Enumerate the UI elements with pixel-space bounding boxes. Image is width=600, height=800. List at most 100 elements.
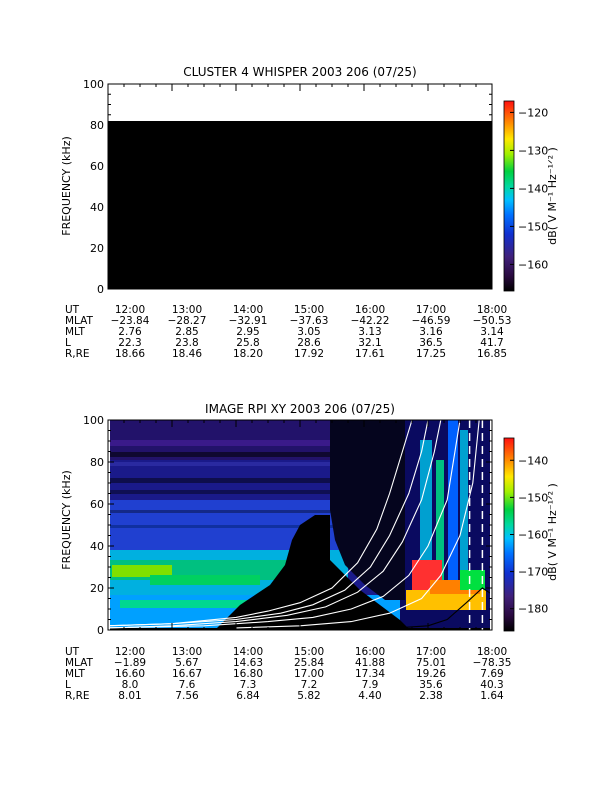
ephemeris-cell: 5.67 [175, 657, 198, 669]
ephemeris-cell: 18:00 [477, 646, 507, 658]
ephemeris-cell: 41.7 [480, 337, 503, 349]
y-tick-label: 100 [83, 414, 104, 427]
ephemeris-cell: 17.92 [294, 348, 324, 360]
y-tick-label: 40 [90, 540, 104, 553]
y-tick-label: 80 [90, 119, 104, 132]
ephemeris-cell: 2.76 [118, 326, 142, 338]
ephemeris-cell: 18.20 [233, 348, 263, 360]
ephemeris-cell: 23.8 [175, 337, 198, 349]
ephemeris-cell: 75.01 [416, 657, 446, 669]
ephemeris-cell: 17.34 [355, 668, 385, 680]
overlay-curve [331, 587, 490, 630]
ephemeris-cell: 3.13 [358, 326, 381, 338]
panel2-x-ticks [107, 420, 493, 630]
ephemeris-cell: 36.5 [419, 337, 442, 349]
ephemeris-cell: 25.8 [236, 337, 259, 349]
ephemeris-row-label: L [65, 679, 71, 691]
ephemeris-cell: 16:00 [355, 646, 385, 658]
panel2-spectrogram [110, 420, 490, 630]
colorbar-tick-label: −170 [518, 566, 548, 579]
panel2-ylabel: FREQUENCY (kHz) [60, 470, 73, 570]
colorbar-tick-label: −150 [518, 491, 548, 504]
ephemeris-cell: 14:00 [233, 304, 263, 316]
ephemeris-row-label: MLT [65, 668, 85, 680]
ephemeris-cell: 6.84 [236, 690, 260, 702]
overlay-curve [110, 420, 413, 627]
y-tick-label: 20 [90, 242, 104, 255]
ephemeris-cell: 22.3 [118, 337, 141, 349]
ephemeris-cell: 7.3 [240, 679, 257, 691]
ephemeris-cell: −23.84 [111, 315, 150, 327]
ephemeris-cell: 18.66 [115, 348, 145, 360]
ephemeris-row-label: MLAT [65, 315, 94, 327]
ephemeris-cell: 2.38 [419, 690, 442, 702]
y-tick-label: 100 [83, 78, 104, 91]
ephemeris-cell: −78.35 [473, 657, 512, 669]
ephemeris-row-label: UT [65, 646, 80, 658]
panel1-x-ticks [107, 84, 493, 289]
ephemeris-cell: 13:00 [172, 646, 202, 658]
ephemeris-cell: 16:00 [355, 304, 385, 316]
ephemeris-cell: 16.60 [115, 668, 145, 680]
ephemeris-cell: −50.53 [473, 315, 512, 327]
overlay-curve [235, 420, 480, 629]
ephemeris-cell: 3.14 [480, 326, 504, 338]
panel2-title: IMAGE RPI XY 2003 206 (07/25) [205, 402, 395, 416]
panel2-dashed-markers [468, 420, 484, 630]
ephemeris-cell: 41.88 [355, 657, 385, 669]
colorbar-tick-label: −150 [518, 220, 548, 233]
overlay-curve [110, 420, 429, 627]
ephemeris-cell: 35.6 [419, 679, 443, 691]
y-tick-label: 60 [90, 160, 104, 173]
ephemeris-row-label: MLT [65, 326, 85, 338]
ephemeris-cell: −1.89 [114, 657, 146, 669]
ephemeris-cell: 3.05 [297, 326, 320, 338]
colorbar-tick-label: −160 [518, 258, 548, 271]
panel-cluster: CLUSTER 4 WHISPER 2003 206 (07/25) 0 20 40… [60, 65, 559, 360]
y-tick-label: 0 [97, 283, 104, 296]
ephemeris-cell: 4.40 [358, 690, 381, 702]
panel1-colorbar-label: dB( V M⁻¹ Hz⁻¹ᐟ² ) [546, 147, 559, 245]
panel1-y-ticks: 0 20 40 60 80 100 [83, 78, 492, 296]
ephemeris-cell: 18.46 [172, 348, 202, 360]
ephemeris-cell: 28.6 [297, 337, 321, 349]
ephemeris-row-label: MLAT [65, 657, 94, 669]
ephemeris-cell: 14:00 [233, 646, 263, 658]
y-tick-label: 40 [90, 201, 104, 214]
ephemeris-row-label: L [65, 337, 71, 349]
ephemeris-cell: 7.6 [179, 679, 196, 691]
colorbar-tick-label: −180 [518, 603, 548, 616]
ephemeris-cell: 16.85 [477, 348, 507, 360]
panel1-colorbar [503, 100, 515, 292]
y-tick-label: 20 [90, 582, 104, 595]
ephemeris-cell: 1.64 [480, 690, 504, 702]
y-tick-label: 60 [90, 498, 104, 511]
ephemeris-cell: −46.59 [412, 315, 451, 327]
ephemeris-cell: 18:00 [477, 304, 507, 316]
ephemeris-cell: 17:00 [416, 304, 446, 316]
ephemeris-row-label: R,RE [65, 690, 90, 702]
ephemeris-cell: −32.91 [229, 315, 268, 327]
ephemeris-cell: 32.1 [358, 337, 381, 349]
panel1-ylabel: FREQUENCY (kHz) [60, 136, 73, 236]
ephemeris-cell: 15:00 [294, 304, 324, 316]
ephemeris-cell: 8.0 [122, 679, 139, 691]
ephemeris-cell: 7.69 [480, 668, 503, 680]
colorbar-tick-label: −130 [518, 144, 548, 157]
y-tick-label: 80 [90, 456, 104, 469]
ephemeris-cell: 5.82 [297, 690, 320, 702]
ephemeris-cell: 16.67 [172, 668, 202, 680]
ephemeris-cell: −37.63 [290, 315, 329, 327]
panel2-overlay-curves [110, 420, 490, 630]
ephemeris-cell: 12:00 [115, 646, 145, 658]
panel2-y-ticks: 0 20 40 60 80 100 [83, 414, 492, 637]
ephemeris-cell: 13:00 [172, 304, 202, 316]
ephemeris-cell: 15:00 [294, 646, 324, 658]
y-tick-label: 0 [97, 624, 104, 637]
ephemeris-row-label: UT [65, 304, 80, 316]
colorbar-tick-label: −120 [518, 106, 548, 119]
panel1-colorbar-ticks: −120 −130 −140 −150 −160 [510, 106, 548, 271]
